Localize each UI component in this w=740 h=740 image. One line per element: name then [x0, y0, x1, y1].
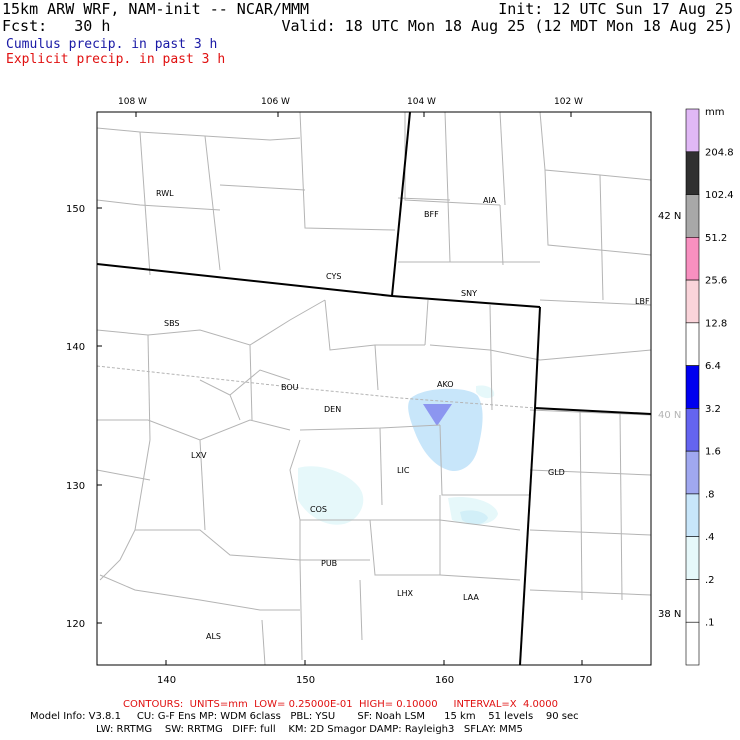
station-cys: CYS [326, 272, 341, 281]
legend-swatch [685, 322, 700, 366]
station-ako: AKO [437, 380, 454, 389]
legend-level-label: 51.2 [705, 233, 727, 244]
precip-legend: mm 204.8 102.4 51.2 25.6 12.8 6.4 3.2 1.6 .8 .4 .2… [685, 107, 734, 666]
legend-swatch [685, 279, 700, 324]
station-aia: AIA [483, 196, 497, 205]
y-grid-label-120: 120 [66, 619, 85, 630]
legend-level-label: 12.8 [705, 318, 727, 329]
legend-level-label: 6.4 [705, 361, 721, 372]
station-pub: PUB [321, 559, 337, 568]
model-title: 15km ARW WRF, NAM-init -- NCAR/MMM [2, 0, 310, 18]
legend-level-label: .2 [705, 575, 715, 586]
legend-swatch [685, 194, 700, 238]
legend-swatch [685, 108, 700, 153]
contours-info: CONTOURS: UNITS=mm LOW= 0.25000E-01 HIGH… [123, 699, 558, 710]
x-grid-label-170: 170 [573, 675, 592, 686]
valid-time: Valid: 18 UTC Mon 18 Aug 25 (12 MDT Mon … [281, 17, 733, 35]
station-bou: BOU [281, 383, 299, 392]
legend-level-label: .1 [705, 618, 715, 629]
model-info-line-1: Model Info: V3.8.1 CU: G-F Ens MP: WDM 6… [30, 711, 579, 722]
legend-level-label: 25.6 [705, 276, 727, 287]
legend-swatch [685, 408, 700, 452]
station-lhx: LHX [397, 589, 413, 598]
lat-label-40n: 40 N [658, 410, 681, 421]
station-bff: BFF [424, 210, 439, 219]
lat-label-38n: 38 N [658, 609, 681, 620]
legend-swatch [685, 493, 700, 537]
legend-level-label: 204.8 [705, 147, 734, 158]
station-den: DEN [324, 405, 341, 414]
forecast-hour: Fcst: 30 h [2, 17, 111, 35]
station-lic: LIC [397, 466, 410, 475]
x-grid-label-150: 150 [296, 675, 315, 686]
legend-swatch [685, 450, 700, 495]
station-cos: COS [310, 505, 327, 514]
lat-label-42n: 42 N [658, 211, 681, 222]
map-frame [96, 111, 652, 666]
legend-swatch [685, 365, 700, 409]
legend-swatch [685, 237, 700, 281]
station-labels: RWL BFF AIA CYS SNY LBF SBS AKO BOU DEN … [156, 189, 650, 641]
station-rwl: RWL [156, 189, 174, 198]
lon-label-106w: 106 W [261, 97, 290, 107]
x-grid-label-160: 160 [435, 675, 454, 686]
legend-swatch [685, 579, 700, 623]
y-grid-label-150: 150 [66, 204, 85, 215]
county-lines [96, 111, 652, 666]
precip-field [298, 385, 498, 525]
legend-level-label: .4 [705, 532, 715, 543]
lon-label-108w: 108 W [118, 97, 147, 107]
legend-unit: mm [705, 107, 724, 118]
legend-swatch [685, 621, 700, 666]
legend-color-bar [685, 108, 700, 666]
legend-level-label: .8 [705, 489, 715, 500]
station-sny: SNY [461, 289, 477, 298]
y-grid-label-130: 130 [66, 481, 85, 492]
init-time: Init: 12 UTC Sun 17 Aug 25 [498, 0, 733, 18]
dashed-boundary [96, 365, 536, 409]
station-sbs: SBS [164, 319, 180, 328]
y-grid-label-140: 140 [66, 342, 85, 353]
station-gld: GLD [548, 468, 565, 477]
legend-swatch [685, 536, 700, 580]
lon-label-104w: 104 W [407, 97, 436, 107]
legend-level-labels: 204.8 102.4 51.2 25.6 12.8 6.4 3.2 1.6 .8 .4 .2 .1 [705, 147, 734, 628]
legend-level-label: 102.4 [705, 190, 734, 201]
x-grid-label-140: 140 [157, 675, 176, 686]
legend-swatch [685, 151, 700, 195]
legend-level-label: 1.6 [705, 447, 721, 458]
station-laa: LAA [463, 593, 479, 602]
lon-label-102w: 102 W [554, 97, 583, 107]
station-lbf: LBF [635, 297, 650, 306]
station-als: ALS [206, 632, 221, 641]
cumulus-field-label: Cumulus precip. in past 3 h [6, 37, 218, 52]
legend-level-label: 3.2 [705, 404, 721, 415]
model-info-line-2: LW: RRTMG SW: RRTMG DIFF: full KM: 2D Sm… [96, 724, 523, 735]
station-lxv: LXV [191, 451, 207, 460]
frame-ticks [97, 112, 583, 665]
state-borders [96, 111, 652, 666]
explicit-field-label: Explicit precip. in past 3 h [6, 52, 226, 67]
